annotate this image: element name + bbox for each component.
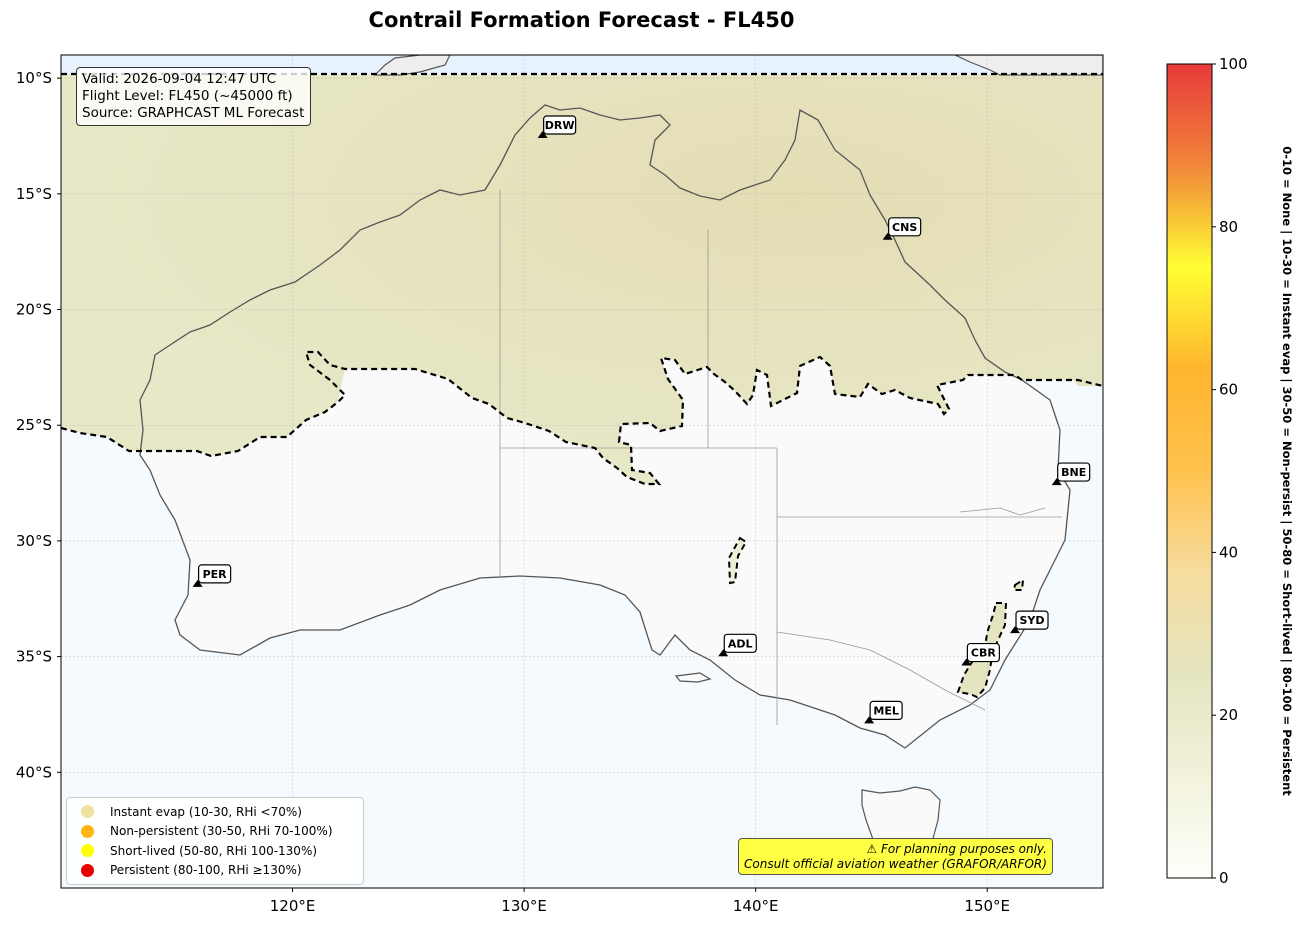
graticule [61,55,1103,888]
airport-triangle-icon [1051,478,1062,486]
city-label-box [1015,610,1049,630]
legend-item-non-persistent: Non-persistent (30-50, RHi 70-100%) [67,822,363,842]
lat-tick-label: 15°S [16,185,52,203]
city-label-box [888,217,922,237]
instant-evap-region-sa [727,536,748,585]
colorbar [1166,63,1213,879]
city-label: MEL [873,704,898,717]
city-label-box [198,564,232,584]
city-label: CBR [971,647,996,660]
city-label-box [966,642,1000,663]
legend-swatch [81,863,94,877]
lat-tick-label: 25°S [16,416,52,434]
airport-triangle-icon [192,579,203,587]
colorbar-ticks: 0 20 40 60 80 100 [1212,55,1248,887]
colorbar-tick-label: 20 [1219,706,1238,724]
legend-swatch [81,844,94,858]
city-label: CNS [892,221,917,234]
legend-label: Persistent (80-100, RHi ≥130%) [110,863,302,878]
map-frame [60,54,1104,889]
legend-label: Non-persistent (30-50, RHi 70-100%) [110,824,333,839]
city-drw: DRW [537,115,577,138]
lat-tick-label: 20°S [16,301,52,319]
airport-triangle-icon [537,130,548,138]
city-label-box [869,700,903,721]
legend-label: Short-lived (50-80, RHi 100-130%) [110,843,318,858]
lat-tick-label: 10°S [16,69,52,87]
city-label: SYD [1019,614,1044,627]
flight-level: Flight Level: FL450 (~45000 ft) [82,88,293,104]
lat-tick-label: 30°S [16,532,52,550]
kangaroo-island [674,672,712,683]
lon-tick-label: 120°E [270,897,316,915]
lon-tick-label: 150°E [964,897,1010,915]
colorbar-label: 0-10 = None | 10-30 = Instant evap | 30-… [1280,146,1294,796]
legend-swatch [81,805,94,819]
colorbar-tick-label: 60 [1219,381,1238,399]
airport-triangle-icon [1010,626,1021,634]
valid-time: Valid: 2026-09-04 12:47 UTC [82,71,277,87]
city-label-box [723,633,757,653]
legend-label: Instant evap (10-30, RHi <70%) [110,804,302,819]
airport-triangle-icon [961,658,972,666]
city-per: PER [192,564,232,587]
legend-item-persistent: Persistent (80-100, RHi ≥130%) [67,861,363,881]
city-syd: SYD [1010,610,1049,634]
instant-evap-region-ne [1012,578,1025,591]
land-none-south [129,357,1070,748]
airport-triangle-icon [864,716,875,724]
instant-evap-region-nsw [956,602,1008,699]
legend-item-instant-evap: Instant evap (10-30, RHi <70%) [67,802,363,822]
disclaimer-line-1: ⚠ For planning purposes only. [866,842,1047,856]
chart-title: Contrail Formation Forecast - FL450 [368,8,795,32]
latitude-axis: 10°S 15°S 20°S 25°S 30°S 35°S 40°S [16,69,61,781]
colorbar-tick-label: 0 [1219,869,1229,887]
contour-instant-evap [61,350,1103,486]
forecast-source: Source: GRAPHCAST ML Forecast [82,105,305,121]
city-label: ADL [728,637,753,650]
longitude-axis: 120°E 130°E 140°E 150°E [270,888,1010,915]
city-cns: CNS [882,217,922,240]
city-label: BNE [1061,466,1086,479]
airport-triangle-icon [882,232,893,240]
colorbar-tick-label: 100 [1219,55,1248,73]
lat-tick-label: 40°S [16,763,52,781]
city-bne: BNE [1051,462,1091,486]
lon-tick-label: 130°E [501,897,547,915]
legend: Instant evap (10-30, RHi <70%) Non-persi… [66,797,364,885]
lat-tick-label: 35°S [16,648,52,666]
forecast-info-box: Valid: 2026-09-04 12:47 UTC Flight Level… [76,67,312,126]
australia-coastline [139,104,1071,749]
legend-item-short-lived: Short-lived (50-80, RHi 100-130%) [67,841,363,861]
city-adl: ADL [718,633,757,657]
city-markers: DRW CNS BNE PER ADL SYD CBR MEL [192,115,1091,724]
airport-triangle-icon [718,649,729,657]
instant-evap-region-north [61,75,1103,484]
new-guinea-coast [954,55,1103,76]
city-label-box [1057,462,1091,482]
city-label: DRW [545,119,575,132]
lon-tick-label: 140°E [733,897,779,915]
colorbar-tick-label: 80 [1219,218,1238,236]
planning-disclaimer: ⚠ For planning purposes only. Consult of… [738,838,1053,875]
city-label: PER [203,568,228,581]
state-borders [499,190,1062,725]
city-label-box [543,115,577,135]
colorbar-tick-label: 40 [1219,543,1238,561]
city-cbr: CBR [961,642,1000,666]
disclaimer-line-2: Consult official aviation weather (GRAFO… [744,856,1047,871]
city-mel: MEL [864,700,903,724]
legend-swatch [81,824,94,838]
north-ocean-band [61,55,1103,75]
